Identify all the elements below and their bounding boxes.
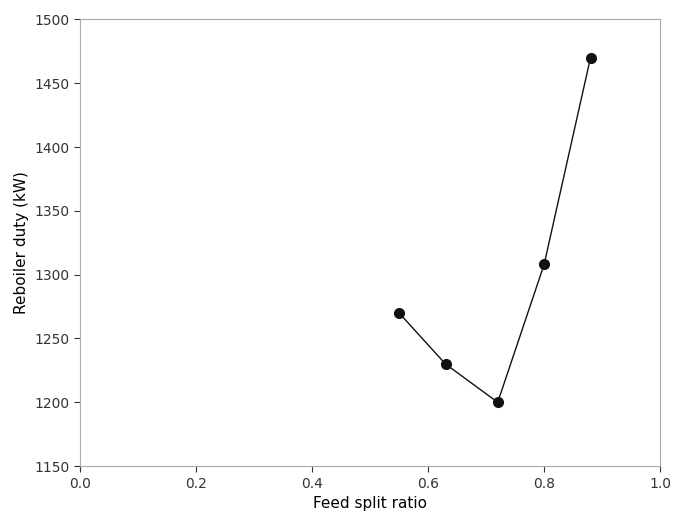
Y-axis label: Reboiler duty (kW): Reboiler duty (kW)	[14, 171, 29, 314]
X-axis label: Feed split ratio: Feed split ratio	[313, 496, 427, 511]
